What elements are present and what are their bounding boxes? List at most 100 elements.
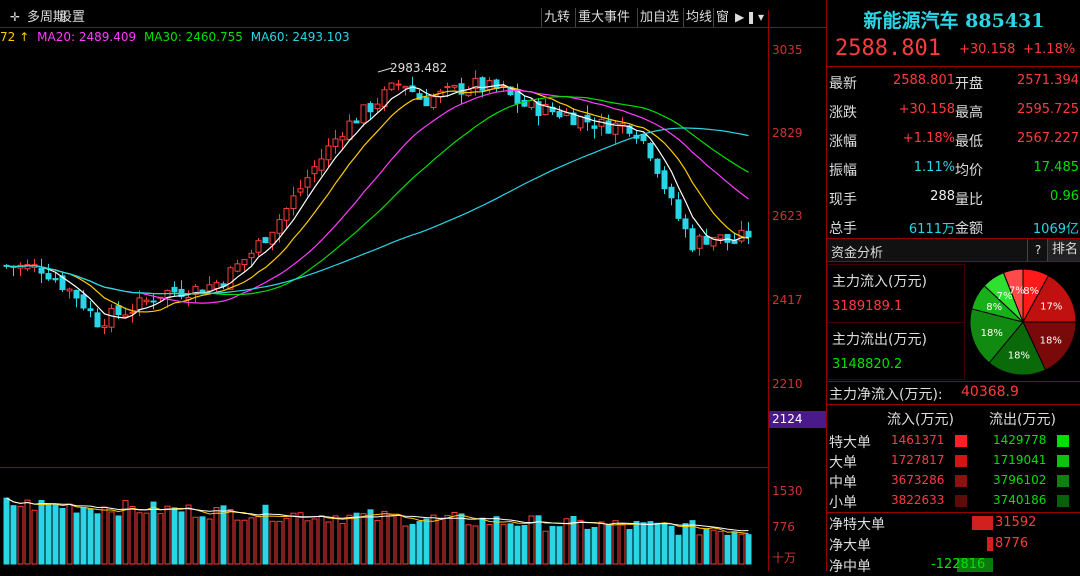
pie-slice: [969, 308, 1024, 364]
volume-bar: [374, 519, 381, 565]
outflow-value: 1719041: [993, 453, 1047, 467]
volume-bar: [325, 521, 332, 565]
pause-icon[interactable]: ❚: [746, 10, 757, 24]
multi-period-button[interactable]: 多周期: [27, 10, 67, 25]
net-flow-value: -122816: [931, 557, 986, 572]
net-flow-row: 净中单 -122816: [827, 555, 1080, 575]
flow-table-row: 大单 1727817 1719041: [827, 451, 1080, 471]
volume-bar: [185, 504, 192, 565]
volume-bar: [206, 518, 213, 565]
volume-bar: [570, 515, 577, 565]
volume-bar: [248, 517, 255, 565]
add-watchlist-button[interactable]: 加自选: [637, 8, 681, 27]
last-price: 2588.801: [835, 36, 941, 61]
outflow-bar: [1057, 435, 1069, 447]
candle-body: [234, 263, 241, 272]
ma-button[interactable]: 均线: [683, 8, 714, 27]
fund-flow-pie[interactable]: 8%17%18%18%18%8%7%7%: [965, 266, 1080, 378]
volume-bar: [682, 523, 689, 565]
volume-bar: [311, 518, 318, 565]
volume-bar: [178, 511, 185, 565]
kline-chart-area[interactable]: ✛ 多周期 设置 九转 重大事件 加自选 均线 窗 ▶ ❚ ▾ 72 ↑ MA20…: [0, 0, 826, 571]
candle-body: [290, 195, 297, 210]
candle-body: [374, 103, 381, 109]
inflow-bar: [955, 455, 967, 467]
ma60-label: MA60: 2493.103: [250, 30, 350, 44]
candle-body: [367, 103, 374, 113]
quote-panel: 新能源汽车 885431 2588.801 +30.158 +1.18% 最新 2…: [826, 0, 1080, 575]
volume-bar: [136, 512, 143, 565]
volume-bar: [171, 507, 178, 565]
volume-bar: [528, 515, 535, 565]
rank-button[interactable]: 排名: [1047, 239, 1080, 261]
volume-bar: [598, 521, 605, 565]
pie-slice: [1002, 268, 1024, 323]
volume-bar: [444, 514, 451, 565]
volume-bar: [24, 499, 31, 565]
stats-table: 最新 2588.801 开盘 2571.394 涨跌 +30.158 最高 2595.725 涨…: [827, 68, 1080, 242]
candle-body: [101, 325, 108, 328]
volume-bar: [290, 512, 297, 565]
candle-body: [248, 252, 255, 259]
candle-body: [556, 111, 563, 118]
pie-slice-label: 18%: [981, 328, 1003, 339]
candle-body: [486, 80, 493, 90]
cross-icon[interactable]: ✛: [10, 10, 21, 24]
arrow-right-icon[interactable]: ▶: [735, 10, 745, 24]
volume-bar: [696, 534, 703, 565]
volume-bar: [276, 520, 283, 565]
ma-legend-prefix: 72: [0, 30, 16, 44]
volume-bar: [745, 534, 752, 565]
inflow-value: 1461371: [891, 433, 945, 447]
candle-body: [332, 138, 339, 147]
candle-body: [115, 305, 122, 316]
candle-body: [423, 97, 430, 107]
ma-line: [6, 89, 749, 304]
help-button[interactable]: ?: [1027, 239, 1048, 261]
stat-row: 涨幅 +1.18% 最低 2567.227: [827, 126, 1080, 155]
nine-turn-button[interactable]: 九转: [541, 8, 572, 27]
stat-label: 振幅: [829, 163, 857, 179]
stat-label: 最新: [829, 76, 857, 92]
peak-price-label: 2983.482: [390, 61, 448, 75]
major-events-button[interactable]: 重大事件: [575, 8, 632, 27]
stat-value: 0.96: [1050, 189, 1079, 204]
volume-bar: [10, 505, 17, 565]
net-flow-bar: [987, 537, 993, 551]
main-inflow-label: 主力流入(万元): [832, 274, 927, 290]
volume-bar: [122, 500, 129, 565]
inflow-value: 3673286: [891, 473, 945, 487]
volume-bar: [59, 507, 66, 565]
dropdown-arrow-icon[interactable]: ▾: [758, 10, 765, 24]
volume-bar: [199, 516, 206, 565]
volume-bar: [213, 507, 220, 565]
candle-body: [458, 83, 465, 95]
volume-bar: [661, 524, 668, 565]
candle-body: [283, 208, 290, 221]
net-flow-value: 8776: [995, 536, 1029, 551]
volume-bar: [115, 515, 122, 565]
settings-button[interactable]: 设置: [59, 10, 86, 25]
candle-body: [192, 285, 199, 295]
main-net-inflow-row: 主力净流入(万元): 40368.9: [827, 381, 1080, 405]
volume-bar: [381, 510, 388, 565]
volume-bar: [437, 517, 444, 565]
volume-bar: [472, 525, 479, 565]
candle-body: [472, 77, 479, 90]
stat-value: 288: [930, 189, 955, 204]
window-button[interactable]: 窗: [713, 8, 731, 27]
flow-table-row: 中单 3673286 3796102: [827, 471, 1080, 491]
volume-bar: [731, 531, 738, 565]
candle-body: [150, 300, 157, 303]
volume-bar: [479, 517, 486, 565]
stat-value: 17.485: [1033, 160, 1080, 175]
kline-canvas[interactable]: [0, 46, 768, 466]
candle-body: [612, 122, 619, 135]
volume-bar: [507, 523, 514, 565]
candle-body: [108, 308, 115, 328]
volume-canvas[interactable]: [0, 476, 768, 571]
pie-slice-label: 18%: [1040, 336, 1062, 347]
candle-body: [276, 219, 283, 234]
volume-bar: [689, 520, 696, 565]
ma30-label: MA30: 2460.755: [143, 30, 243, 44]
